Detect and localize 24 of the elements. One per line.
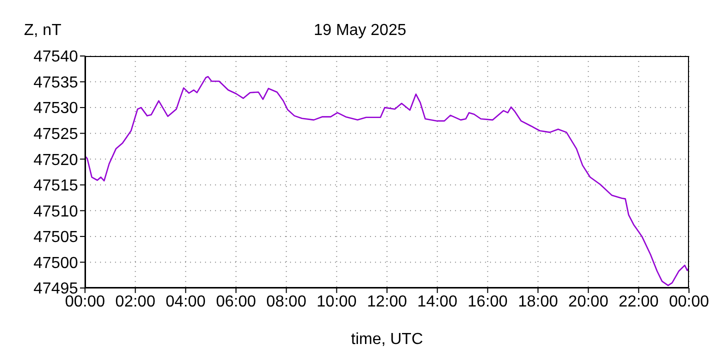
- x-tick-label: 16:00: [468, 293, 508, 310]
- y-tick-label: 47510: [34, 203, 78, 220]
- x-tick-label: 22:00: [618, 293, 659, 310]
- y-axis-title: Z, nT: [24, 22, 62, 40]
- y-tick-label: 47525: [34, 126, 78, 144]
- x-tick-label: 18:00: [518, 293, 558, 310]
- x-tick-label: 06:00: [216, 293, 256, 310]
- y-tick-label: 47500: [34, 254, 78, 272]
- chart-title: 19 May 2025: [314, 22, 406, 39]
- y-tick-label: 47520: [34, 152, 78, 169]
- x-tick-label: 00:00: [668, 293, 710, 310]
- x-tick-label: 02:00: [115, 293, 156, 310]
- y-tick-label: 47540: [34, 48, 78, 66]
- x-tick-label: 10:00: [316, 293, 357, 310]
- x-tick-label: 12:00: [366, 293, 408, 310]
- x-tick-label: 14:00: [417, 293, 458, 310]
- y-tick-label: 47530: [34, 100, 78, 118]
- y-tick-label: 47535: [34, 74, 78, 92]
- x-tick-label: 04:00: [166, 293, 206, 310]
- y-tick-label: 47505: [34, 229, 78, 246]
- x-tick-label: 20:00: [568, 293, 608, 310]
- x-tick-label: 08:00: [266, 293, 306, 310]
- x-axis-title: time, UTC: [351, 331, 423, 348]
- y-tick-label: 47515: [34, 178, 78, 195]
